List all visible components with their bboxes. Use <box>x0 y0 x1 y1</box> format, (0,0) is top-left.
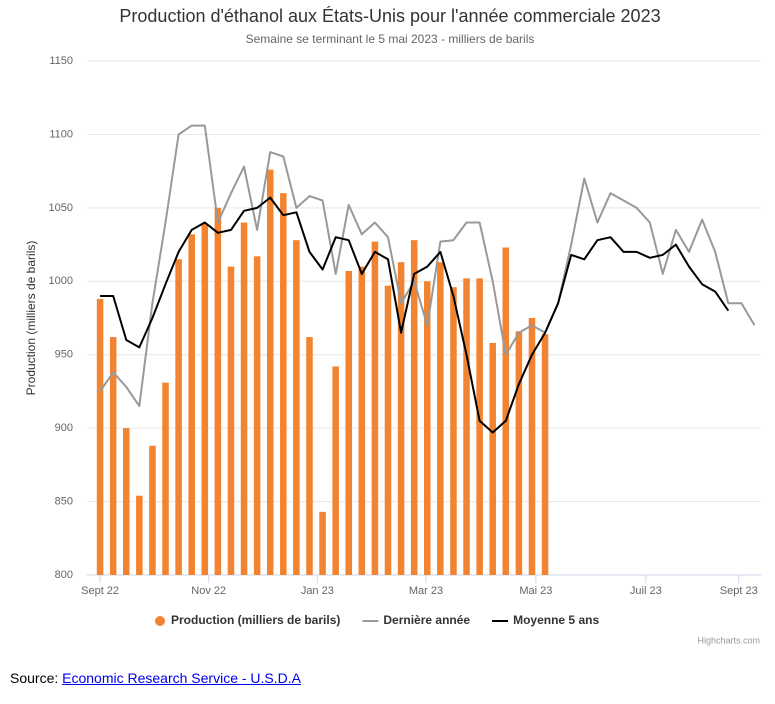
bar <box>280 193 287 575</box>
bar <box>410 240 418 575</box>
bar <box>96 298 104 575</box>
bar <box>136 495 143 575</box>
y-tick-label: 1000 <box>49 275 73 287</box>
x-tick-label: Nov 22 <box>191 585 226 597</box>
y-tick-label: 1050 <box>49 202 73 214</box>
credits: Highcharts.com <box>697 635 760 645</box>
x-tick-label: Mai 23 <box>519 585 552 597</box>
bar <box>515 331 523 575</box>
bar <box>437 262 444 575</box>
bar <box>214 207 222 575</box>
bar <box>240 222 248 576</box>
bar <box>109 337 117 575</box>
source-link[interactable]: Economic Research Service - U.S.D.A <box>62 670 301 686</box>
legend-label: Dernière année <box>383 613 470 627</box>
bar <box>306 337 313 575</box>
source: Source: Economic Research Service - U.S.… <box>10 670 301 686</box>
chart: Production d'éthanol aux États-Unis pour… <box>24 6 761 645</box>
bar <box>175 259 182 575</box>
y-tick-label: 1150 <box>49 55 73 67</box>
source-prefix: Source: <box>10 670 59 686</box>
x-tick-label: Mar 23 <box>409 585 443 597</box>
bar <box>541 334 549 575</box>
bar <box>397 262 405 575</box>
bar <box>463 278 470 575</box>
bar <box>502 247 510 575</box>
bar <box>489 342 496 575</box>
legend-symbol <box>155 616 165 626</box>
bar <box>188 234 195 575</box>
y-tick-label: 850 <box>55 495 73 507</box>
x-tick-label: Jan 23 <box>301 585 334 597</box>
bar <box>358 266 366 575</box>
bar <box>450 287 457 575</box>
bar <box>122 428 130 575</box>
bar <box>149 445 156 575</box>
legend-label: Moyenne 5 ans <box>513 613 599 627</box>
legend-label: Production (milliers de barils) <box>171 613 340 627</box>
y-tick-label: 800 <box>55 569 73 581</box>
chart-title: Production d'éthanol aux États-Unis pour… <box>119 6 660 26</box>
line <box>100 196 730 434</box>
bar <box>201 224 209 576</box>
y-tick-label: 950 <box>55 349 73 361</box>
line <box>99 124 756 408</box>
bar <box>528 318 536 575</box>
bar <box>476 278 483 575</box>
bar <box>319 511 326 575</box>
chart-subtitle: Semaine se terminant le 5 mai 2023 - mil… <box>246 32 535 46</box>
bar <box>162 382 169 575</box>
bar <box>332 366 339 575</box>
y-tick-label: 1100 <box>49 128 73 140</box>
bar <box>345 271 353 575</box>
x-tick-label: Sept 23 <box>720 585 758 597</box>
x-tick-label: Sept 22 <box>81 585 119 597</box>
bar <box>227 266 235 575</box>
x-tick-label: Juil 23 <box>630 585 662 597</box>
bar <box>266 169 274 575</box>
bar <box>253 256 261 575</box>
bar <box>384 285 392 575</box>
bar <box>424 281 431 575</box>
y-axis-title: Production (milliers de barils) <box>24 241 38 396</box>
y-tick-label: 900 <box>55 422 73 434</box>
bar <box>371 241 379 576</box>
bar <box>293 240 300 575</box>
